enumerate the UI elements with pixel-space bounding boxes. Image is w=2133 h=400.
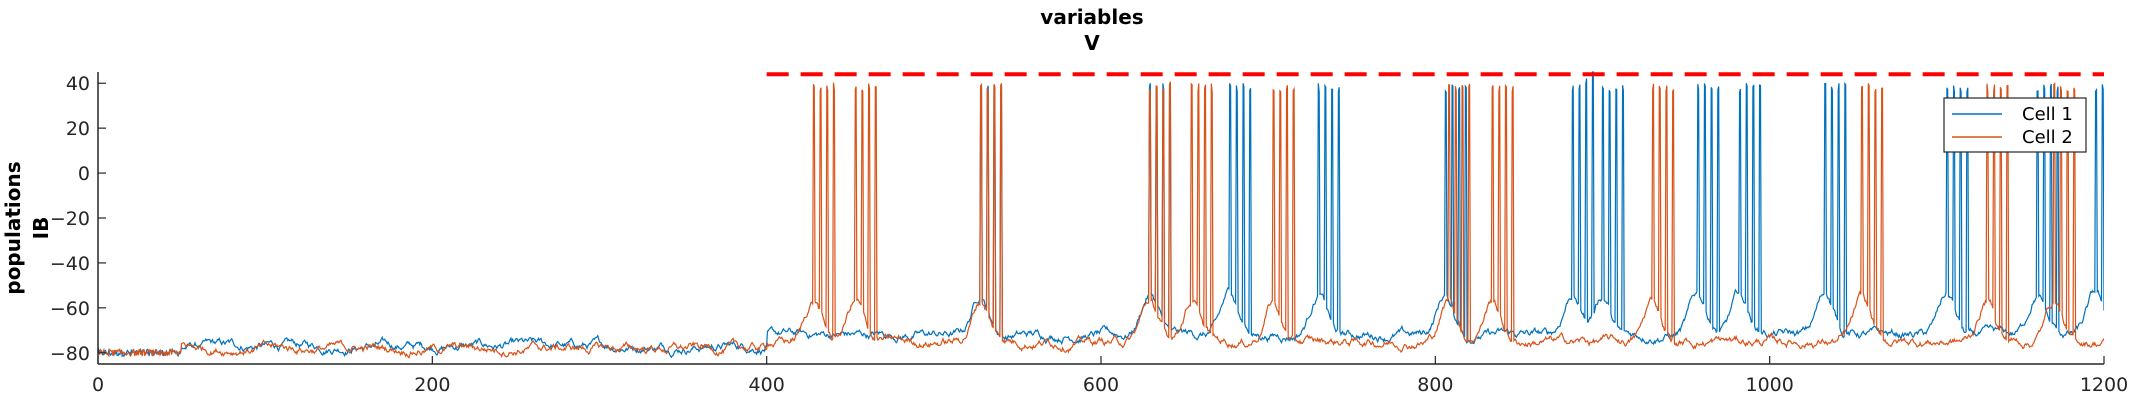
y-tick-label: 40	[66, 73, 90, 95]
y-axis-label-line-1: populations	[1, 161, 25, 294]
x-tick-label: 0	[92, 374, 104, 396]
x-tick-label: 400	[749, 374, 785, 396]
y-tick-label: 0	[78, 163, 90, 185]
legend-label-2: Cell 2	[2022, 127, 2073, 148]
x-tick-label: 200	[414, 374, 450, 396]
y-tick-label: −60	[50, 298, 90, 320]
y-axis-label-line-2: IB	[29, 217, 53, 240]
series-line-2	[98, 81, 2104, 359]
x-tick-label: 1200	[2080, 374, 2128, 396]
y-tick-label: −20	[50, 208, 90, 230]
y-tick-label: 20	[66, 118, 90, 140]
x-tick-label: 600	[1083, 374, 1119, 396]
series-line-1	[98, 71, 2104, 359]
chart-title-line-2: V	[1084, 31, 1100, 55]
x-tick-label: 800	[1417, 374, 1453, 396]
chart-title-line-1: variables	[1040, 5, 1143, 29]
legend-box	[1943, 97, 2087, 153]
y-tick-label: −80	[50, 343, 90, 365]
axes: 0 200 400 600 800 1000 1200 −80 −60 −40 −20 0 20 40	[50, 72, 2128, 396]
x-tick-label: 1000	[1745, 374, 1793, 396]
legend-label-1: Cell 1	[2022, 104, 2073, 125]
y-tick-label: −40	[50, 253, 90, 275]
plot-area	[98, 71, 2104, 359]
